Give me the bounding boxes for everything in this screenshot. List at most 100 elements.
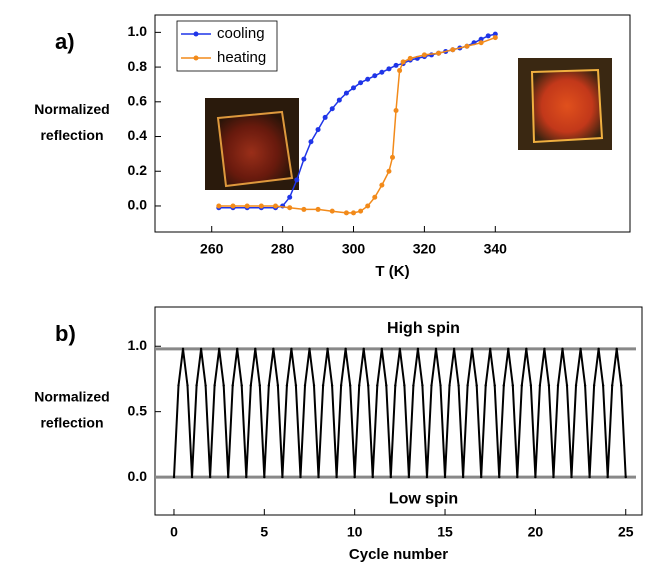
- data-point: [538, 384, 542, 387]
- y-axis-label: reflection: [40, 415, 103, 431]
- data-point: [240, 384, 243, 387]
- data-point: [525, 347, 528, 351]
- data-point: [245, 475, 248, 479]
- data-point: [520, 384, 524, 387]
- data-point: [421, 52, 427, 58]
- data-point: [254, 347, 257, 351]
- x-tick-label: 15: [437, 524, 453, 540]
- data-point: [294, 177, 300, 183]
- data-point: [365, 76, 371, 82]
- data-point: [326, 347, 329, 351]
- data-point: [624, 475, 627, 479]
- data-point: [372, 73, 378, 79]
- data-point: [336, 97, 342, 103]
- data-point: [276, 384, 280, 387]
- data-point: [199, 347, 203, 351]
- data-point: [412, 384, 415, 387]
- x-tick-label: 10: [347, 524, 363, 540]
- y-tick-label: 0.6: [128, 93, 148, 109]
- data-point: [386, 66, 392, 72]
- data-point: [547, 384, 551, 387]
- data-point: [389, 475, 393, 479]
- data-point: [416, 347, 420, 351]
- data-point: [400, 59, 406, 65]
- data-point: [231, 384, 234, 387]
- data-point: [344, 347, 347, 351]
- data-point: [195, 384, 198, 387]
- data-point: [425, 475, 429, 479]
- data-point: [511, 384, 514, 387]
- data-point: [492, 31, 498, 37]
- data-point: [357, 384, 361, 387]
- x-tick-label: 25: [618, 524, 634, 540]
- data-point: [397, 68, 403, 74]
- data-point: [330, 384, 334, 387]
- data-point: [485, 33, 491, 39]
- data-point: [372, 194, 378, 200]
- data-point: [287, 205, 293, 211]
- data-point: [308, 139, 314, 145]
- data-point: [365, 203, 371, 209]
- data-point: [181, 347, 185, 351]
- data-point: [329, 208, 335, 214]
- y-tick-label: 0.8: [128, 58, 148, 74]
- data-point: [403, 384, 406, 387]
- data-point: [430, 384, 433, 387]
- data-point: [216, 203, 222, 209]
- data-point: [190, 475, 194, 479]
- data-point: [516, 475, 519, 479]
- data-point: [421, 384, 424, 387]
- data-point: [434, 347, 438, 351]
- data-point: [226, 475, 230, 479]
- y-axis-label: Normalized: [34, 389, 109, 405]
- data-point: [172, 475, 176, 479]
- data-point: [461, 475, 465, 479]
- data-point: [290, 347, 293, 351]
- data-point: [379, 69, 385, 75]
- data-point: [258, 384, 262, 387]
- data-point: [464, 43, 470, 49]
- y-tick-label: 0.4: [128, 127, 148, 143]
- data-point: [263, 475, 266, 479]
- panel-label: b): [55, 321, 76, 346]
- data-point: [351, 85, 357, 91]
- data-point: [335, 475, 338, 479]
- data-point: [379, 182, 385, 188]
- legend-box: [176, 20, 278, 72]
- data-point: [244, 203, 250, 209]
- data-point: [204, 384, 207, 387]
- data-point: [281, 475, 284, 479]
- data-point: [479, 475, 483, 479]
- x-tick-label: 260: [200, 241, 224, 257]
- data-point: [507, 347, 510, 351]
- data-point: [620, 384, 623, 387]
- data-point: [588, 475, 591, 479]
- annotation: High spin: [387, 320, 460, 337]
- data-point: [315, 206, 321, 212]
- data-point: [443, 475, 447, 479]
- data-point: [321, 384, 325, 387]
- data-point: [358, 208, 364, 214]
- x-tick-label: 5: [260, 524, 268, 540]
- data-point: [570, 475, 573, 479]
- data-point: [502, 384, 505, 387]
- data-point: [351, 210, 357, 216]
- data-point: [249, 384, 252, 387]
- series-line: [173, 348, 627, 478]
- data-point: [436, 50, 442, 56]
- x-axis-label: Cycle number: [349, 546, 448, 563]
- data-point: [315, 127, 321, 133]
- x-tick-label: 340: [484, 241, 508, 257]
- data-point: [343, 90, 349, 96]
- data-point: [339, 384, 343, 387]
- data-point: [606, 475, 609, 479]
- annotation: Low spin: [389, 490, 458, 507]
- data-point: [358, 80, 364, 86]
- data-point: [386, 168, 392, 174]
- data-point: [371, 475, 374, 479]
- data-point: [552, 475, 555, 479]
- data-point: [329, 106, 335, 112]
- plot-frame: [154, 306, 643, 516]
- data-point: [208, 475, 212, 479]
